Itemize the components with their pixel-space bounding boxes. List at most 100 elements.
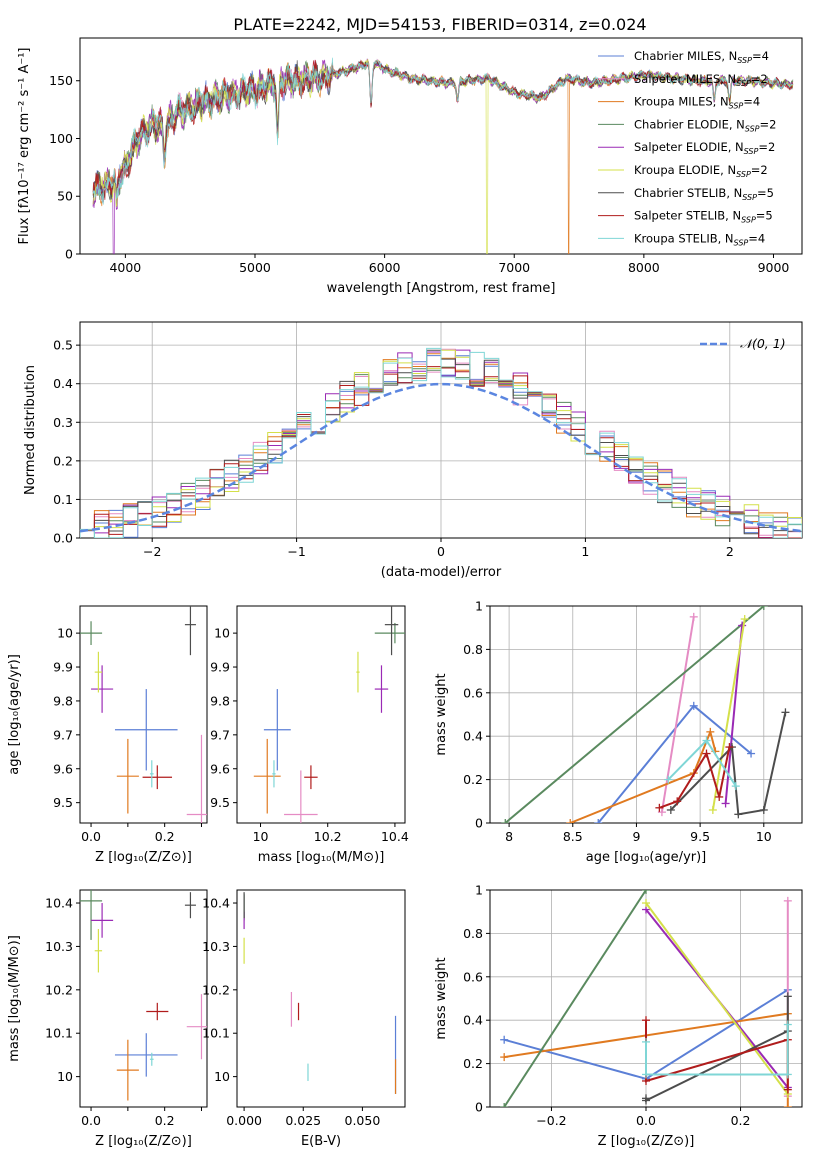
- legend-label: Salpeter STELIB, NSSP=5: [634, 209, 773, 225]
- plus-marker: [642, 1096, 650, 1105]
- x-tick-label: 1: [581, 544, 589, 559]
- plus-marker: [783, 896, 792, 905]
- plus-marker: [738, 621, 747, 630]
- x-tick-label: 8000: [628, 260, 660, 275]
- errorbar-point: [284, 770, 318, 823]
- plus-marker: [642, 1070, 650, 1079]
- plus-marker: [702, 749, 711, 758]
- plus-marker: [702, 736, 711, 745]
- y-tick-label: 9.5: [210, 795, 230, 810]
- age_vs_Z-ylabel: age [log₁₀(age/yr)]: [7, 654, 22, 775]
- y-tick-label: 50: [57, 189, 73, 204]
- y-tick-label: 10.2: [45, 982, 73, 997]
- plus-marker: [642, 1037, 650, 1046]
- plus-marker: [740, 615, 749, 624]
- figure-content: 4000 5000 6000 7000 8000 9000050100150wavelen…: [7, 37, 803, 1149]
- y-tick-label: 9.9: [210, 660, 230, 675]
- errorbar-point: [114, 1033, 178, 1077]
- y-tick-label: 10: [57, 626, 73, 641]
- y-tick-label: 0.0: [53, 531, 73, 546]
- errorbar-point: [91, 665, 114, 713]
- errorbar-point: [253, 738, 281, 814]
- weight-line: [670, 712, 787, 816]
- plus-marker: [781, 708, 790, 717]
- x-tick-label: 5000: [239, 260, 271, 275]
- y-tick-label: 9.5: [53, 795, 73, 810]
- errorbar-point: [374, 622, 405, 644]
- plus-marker: [673, 797, 682, 806]
- y-tick-label: 1: [475, 599, 483, 614]
- legend-label: Kroupa MILES, NSSP=4: [634, 95, 760, 111]
- legend-label: Salpeter MILES, NSSP=2: [634, 72, 768, 88]
- age_vs_mass-frame: [236, 605, 406, 824]
- errorbar-point: [384, 606, 399, 656]
- errorbar-point: [184, 892, 196, 919]
- plus-marker: [721, 799, 730, 808]
- y-tick-label: 0: [475, 1100, 483, 1115]
- weight_vs_age-axes: 8 8.5 9 9.5 10 0 0.2 0.4 0.6 0.8 1 age [log₁₀(age/y…: [434, 599, 803, 865]
- plus-marker: [566, 819, 575, 823]
- spectrum-line: [92, 57, 794, 205]
- x-tick-label: 8.5: [563, 829, 583, 844]
- plus-marker: [783, 1070, 792, 1079]
- y-tick-label: 0: [475, 816, 483, 831]
- y-tick-label: 150: [49, 73, 73, 88]
- weight-line: [645, 1020, 789, 1090]
- x-tick-label: 0.2: [731, 1113, 751, 1128]
- age_vs_Z-xlabel: Z [log₁₀(Z/Z⊙)]: [95, 850, 192, 865]
- x-tick-label: −1: [287, 544, 305, 559]
- plus-marker: [594, 819, 603, 823]
- plus-marker: [706, 727, 715, 736]
- weight-line: [645, 902, 789, 1095]
- x-tick-label: −2: [143, 544, 161, 559]
- errorbar-point: [184, 606, 196, 656]
- y-tick-label: 0.8: [463, 642, 483, 657]
- mass_vs_Z-ylabel: mass [log₁₀(M/M⊙)]: [7, 935, 22, 1062]
- errorbar-point: [116, 1039, 139, 1101]
- figure-title: PLATE=2242, MJD=54153, FIBERID=0314, z=0…: [233, 15, 646, 34]
- plus-marker: [657, 808, 666, 817]
- y-tick-label: 0.6: [463, 685, 483, 700]
- x-tick-label: 0.2: [155, 1113, 175, 1128]
- weight_vs_Z-ylabel: mass weight: [434, 957, 449, 1039]
- y-tick-label: 9.8: [53, 693, 73, 708]
- x-tick-label: 0.0: [81, 829, 101, 844]
- weight-line: [504, 606, 765, 823]
- plus-marker: [500, 1053, 509, 1062]
- weight-line: [569, 728, 717, 823]
- errorbar-point: [116, 738, 139, 814]
- errorbar-point: [149, 1052, 154, 1066]
- errorbar-point: [94, 929, 103, 973]
- mass_vs_ebv-frame: [236, 889, 406, 1108]
- spectrum-line: [92, 59, 794, 254]
- plus-marker: [642, 899, 650, 908]
- age_vs_mass-xlabel: mass [log₁₀(M/M⊙)]: [258, 850, 385, 865]
- y-tick-label: 0.6: [463, 969, 483, 984]
- weight-line: [711, 618, 746, 811]
- plus-marker: [642, 1016, 650, 1025]
- age_vs_Z-axes: 0.0 0.2 9.5 9.6 9.7 9.8 9.9 10 Z [log₁₀(Z/Z⊙)] ag…: [7, 605, 208, 865]
- plus-marker: [689, 701, 698, 710]
- y-tick-label: 10: [57, 1069, 73, 1084]
- x-tick-label: 8: [505, 829, 513, 844]
- x-tick-label: −0.2: [536, 1113, 566, 1128]
- spectrum-xlabel: wavelength [Angstrom, rest frame]: [327, 281, 556, 296]
- errorbar-point: [80, 621, 103, 645]
- errorbar-point: [186, 734, 207, 823]
- legend-label: 𝒩(0, 1): [740, 336, 786, 351]
- y-tick-label: 9.9: [53, 660, 73, 675]
- plus-marker: [501, 819, 510, 823]
- y-tick-label: 0.1: [53, 492, 73, 507]
- x-tick-label: 2: [726, 544, 734, 559]
- spectrum-legend: Chabrier MILES, NSSP=4 Salpeter MILES, NS…: [598, 49, 776, 247]
- age_vs_Z-frame: [79, 605, 208, 824]
- errorbar-point: [304, 765, 318, 790]
- x-tick-label: 10.4: [381, 829, 409, 844]
- age_vs_mass-axes: 10 10.2 10.4 9.5 9.6 9.7 9.8 9.9 10 mass [log₁₀(M…: [210, 605, 409, 865]
- plus-marker: [759, 606, 768, 610]
- plus-marker: [655, 803, 664, 812]
- errorbar-point: [114, 689, 178, 771]
- x-tick-label: 0.0: [81, 1113, 101, 1128]
- x-tick-label: 0.0: [636, 1113, 656, 1128]
- legend-label: Kroupa ELODIE, NSSP=2: [634, 163, 768, 179]
